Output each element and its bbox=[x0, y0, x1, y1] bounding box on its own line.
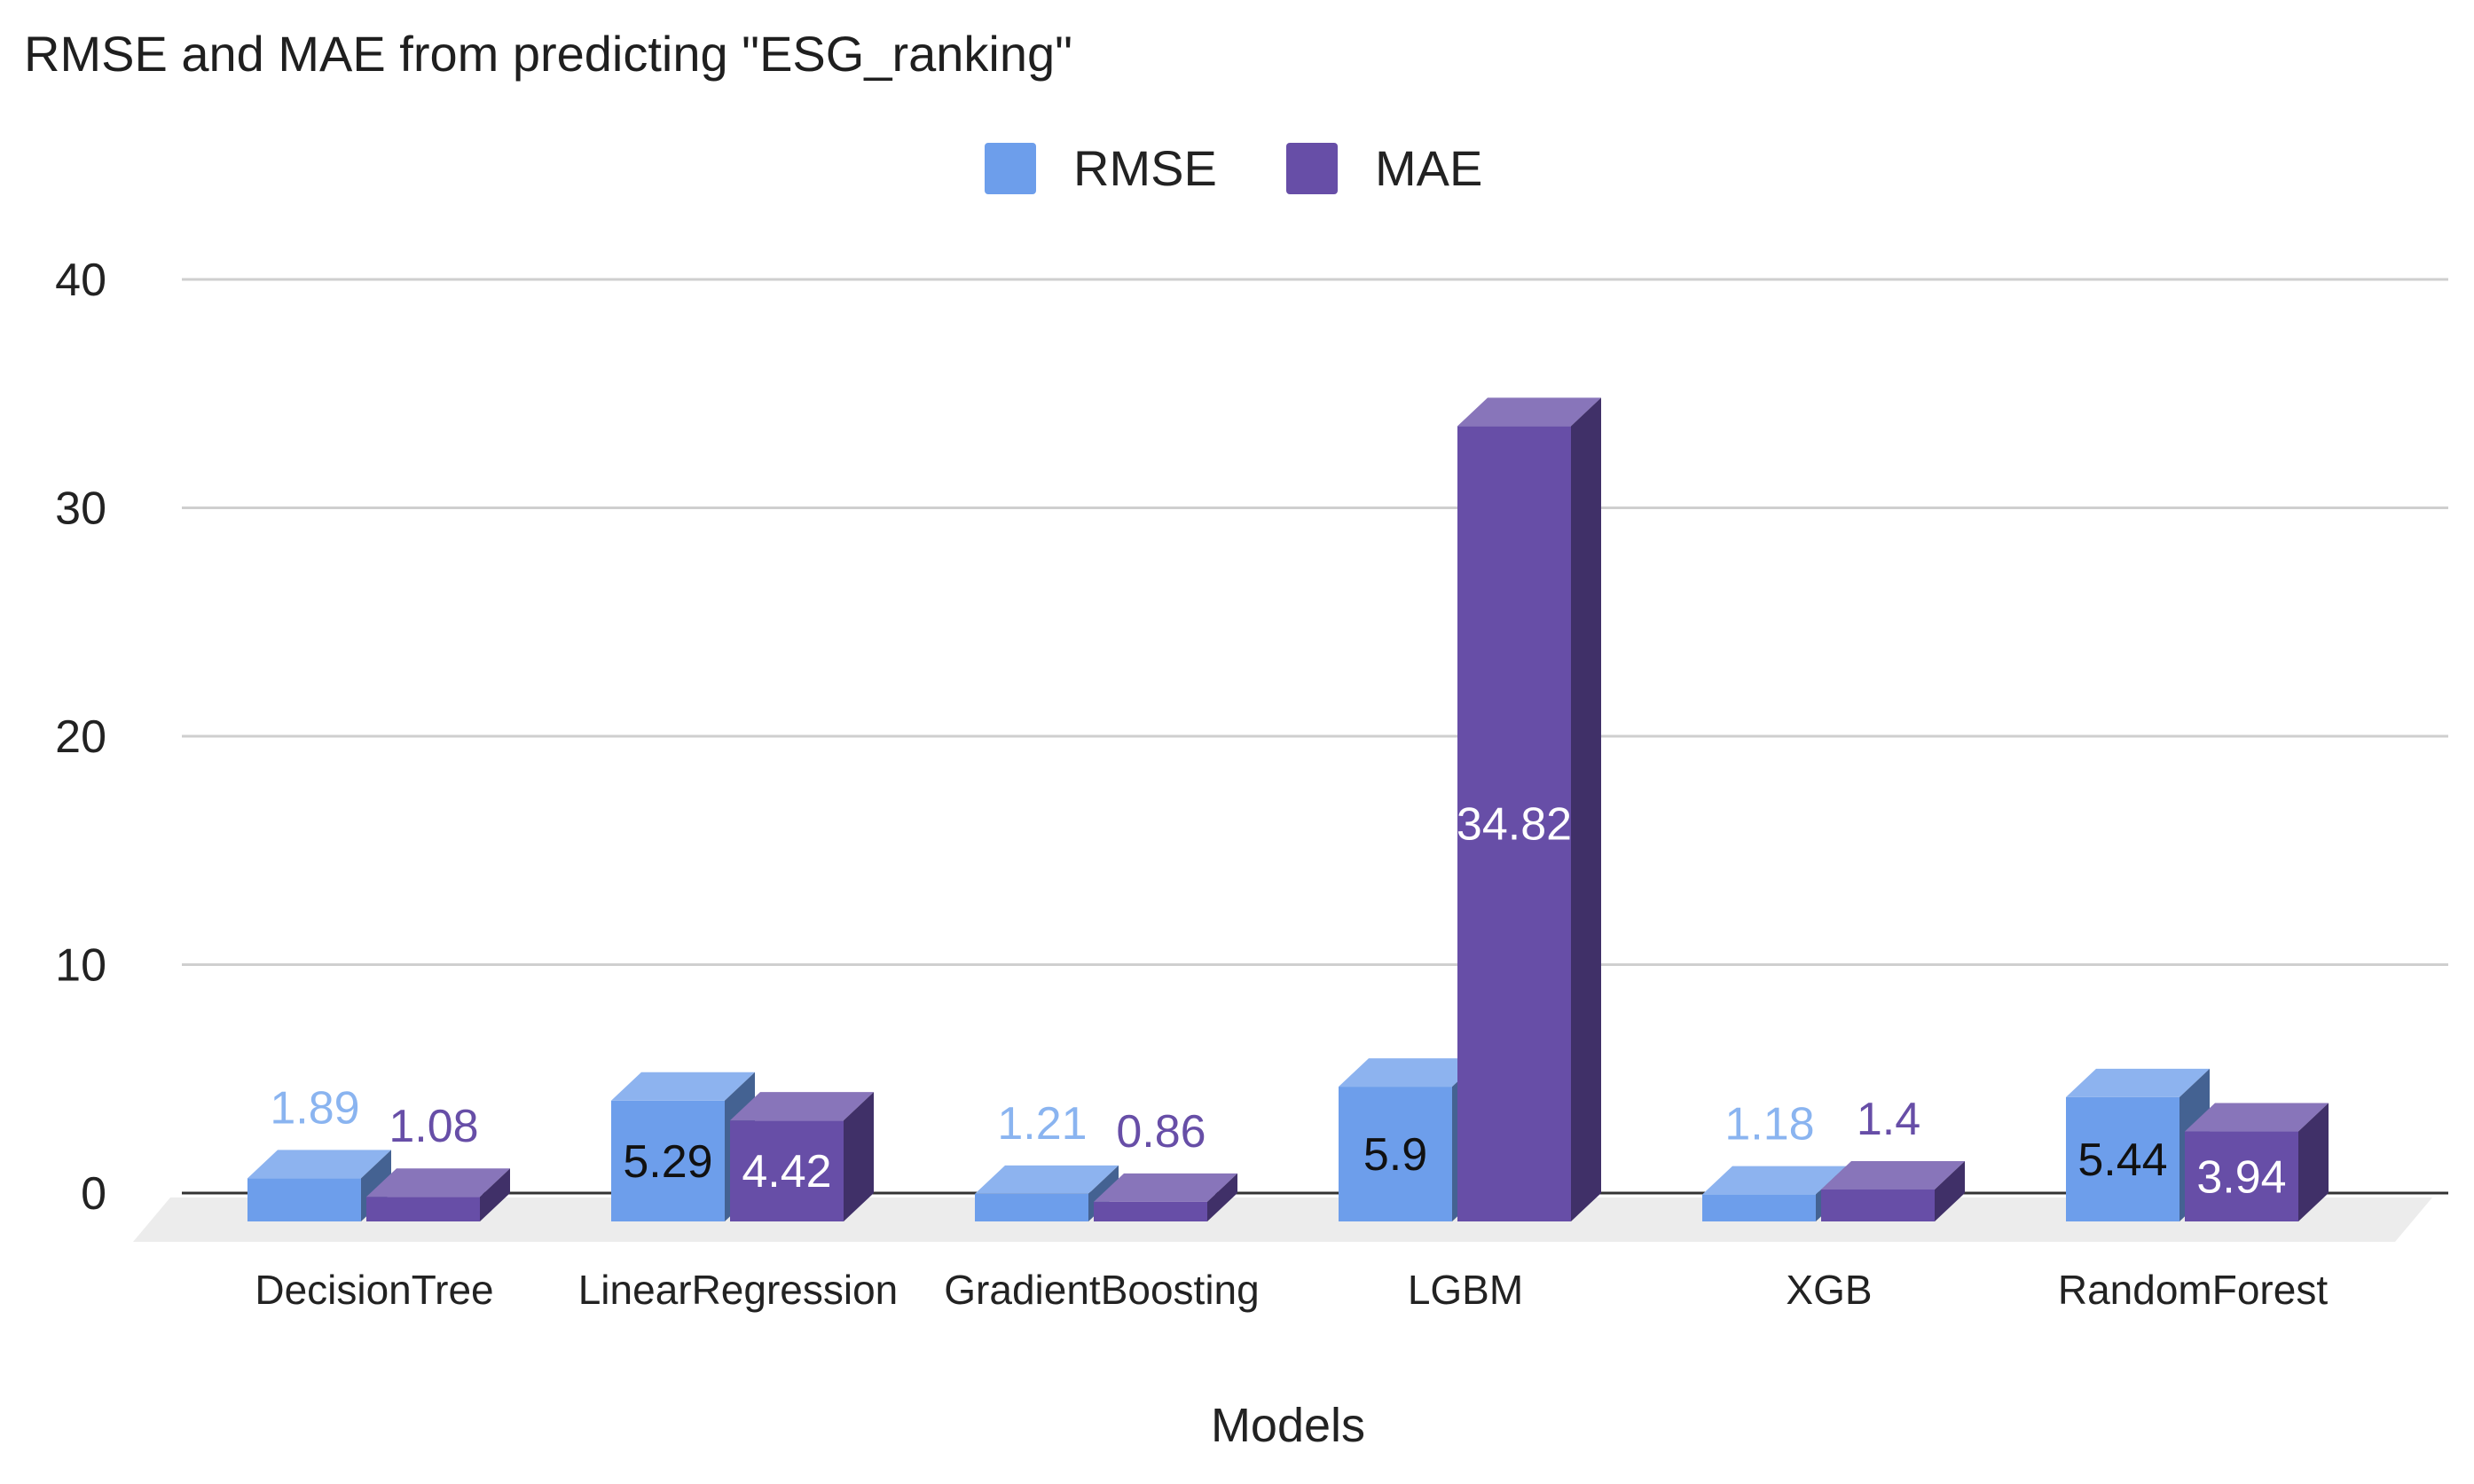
bar-front bbox=[1702, 1194, 1816, 1221]
bar-side bbox=[1571, 397, 1601, 1221]
bar-mae-decisiontree bbox=[366, 1168, 510, 1221]
bar-front bbox=[1821, 1189, 1935, 1221]
x-tick-label: GradientBoosting bbox=[944, 1267, 1259, 1313]
bar-side bbox=[2298, 1103, 2329, 1221]
bar-side bbox=[1207, 1173, 1237, 1221]
bar-rmse-decisiontree bbox=[247, 1150, 391, 1221]
legend-swatch-rmse bbox=[985, 143, 1036, 194]
bar-mae-gradientboosting bbox=[1094, 1173, 1237, 1221]
data-label-rmse: 5.44 bbox=[2077, 1135, 2167, 1186]
data-label-mae: 1.08 bbox=[389, 1101, 478, 1152]
legend-swatch-mae bbox=[1286, 143, 1338, 194]
bar-front bbox=[1339, 1087, 1452, 1221]
bar-top bbox=[1457, 397, 1601, 427]
bar-mae-randomforest bbox=[2185, 1103, 2329, 1221]
data-label-mae: 3.94 bbox=[2196, 1151, 2286, 1203]
bar-mae-lgbm bbox=[1457, 397, 1601, 1221]
bar-top bbox=[366, 1168, 510, 1197]
bar-front bbox=[2066, 1096, 2179, 1221]
data-label-mae: 4.42 bbox=[742, 1146, 831, 1197]
legend-label-rmse: RMSE bbox=[1073, 140, 1217, 196]
bar-top bbox=[1339, 1058, 1482, 1087]
data-label-mae: 1.4 bbox=[1857, 1094, 1920, 1145]
bar-front bbox=[1094, 1201, 1207, 1221]
bar-top bbox=[611, 1072, 755, 1101]
x-tick-label: XGB bbox=[1786, 1267, 1872, 1313]
bar-top bbox=[2066, 1068, 2210, 1097]
bar-front bbox=[366, 1197, 480, 1221]
bar-top bbox=[1821, 1160, 1965, 1190]
bar-front bbox=[1457, 426, 1571, 1221]
bar-top bbox=[1094, 1173, 1237, 1202]
bar-top bbox=[2185, 1103, 2329, 1132]
y-tick-label: 30 bbox=[55, 483, 106, 535]
bar-rmse-randomforest bbox=[2066, 1068, 2210, 1221]
data-label-rmse: 5.9 bbox=[1363, 1129, 1427, 1181]
y-tick-label: 10 bbox=[55, 940, 106, 992]
bar-top bbox=[730, 1092, 874, 1121]
bar-top bbox=[1702, 1166, 1846, 1195]
y-tick-label: 20 bbox=[55, 711, 106, 763]
x-tick-label: LinearRegression bbox=[578, 1267, 899, 1313]
data-label-mae: 34.82 bbox=[1457, 799, 1572, 851]
chart-title: RMSE and MAE from predicting "ESG_rankin… bbox=[24, 26, 1073, 82]
bar-side bbox=[844, 1092, 874, 1221]
bar-front bbox=[2185, 1131, 2298, 1221]
bar-top bbox=[247, 1150, 391, 1179]
bar-front bbox=[730, 1120, 844, 1221]
bar-side bbox=[480, 1168, 510, 1221]
bar-mae-linearregression bbox=[730, 1092, 874, 1221]
x-tick-label: LGBM bbox=[1408, 1267, 1523, 1313]
y-tick-label: 0 bbox=[81, 1168, 106, 1220]
bar-mae-xgb bbox=[1821, 1160, 1965, 1221]
y-tick-label: 40 bbox=[55, 255, 106, 306]
data-label-mae: 0.86 bbox=[1116, 1106, 1206, 1158]
x-axis-title: Models bbox=[1211, 1399, 1365, 1452]
bar-front bbox=[975, 1193, 1088, 1221]
x-tick-label: RandomForest bbox=[2058, 1267, 2328, 1313]
data-label-rmse: 1.21 bbox=[997, 1098, 1087, 1150]
bar-top bbox=[975, 1165, 1119, 1194]
bar-front bbox=[611, 1100, 725, 1221]
bar-front bbox=[247, 1178, 361, 1221]
x-tick-label: DecisionTree bbox=[255, 1267, 493, 1313]
data-label-rmse: 5.29 bbox=[623, 1136, 712, 1188]
bar-side bbox=[1935, 1160, 1965, 1221]
data-label-rmse: 1.18 bbox=[1724, 1099, 1814, 1150]
legend-label-mae: MAE bbox=[1375, 140, 1482, 196]
data-label-rmse: 1.89 bbox=[270, 1082, 359, 1134]
